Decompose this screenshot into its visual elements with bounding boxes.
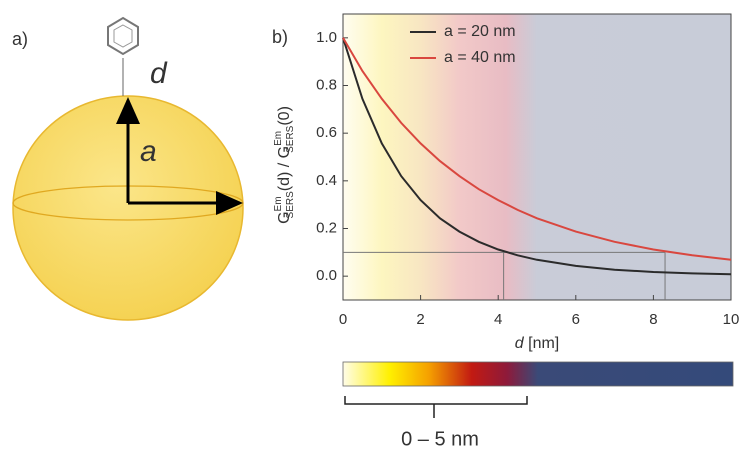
series-line — [342, 37, 732, 261]
range-bracket — [344, 396, 528, 418]
benzene — [107, 16, 139, 56]
y-axis-label: GEmSERS(d) / GEmSERS(0) — [273, 106, 296, 224]
benzene-ring — [113, 24, 133, 48]
y-label-part: G — [276, 211, 293, 223]
radius-label: a — [140, 135, 157, 168]
colorbar — [342, 361, 734, 387]
x-label-part: d — [515, 335, 525, 352]
sphere — [12, 95, 244, 321]
x-tick-label: 6 — [572, 311, 580, 328]
panel-a: a) d a — [12, 16, 244, 321]
y-tick-label: 0.2 — [316, 219, 337, 236]
panel-label: b) — [272, 27, 288, 47]
y-tick-label: 0.4 — [316, 172, 337, 189]
x-tick-label: 0 — [339, 311, 347, 328]
distance-label: d — [150, 57, 168, 90]
x-tick-label: 10 — [723, 311, 740, 328]
plot-background — [343, 14, 731, 300]
y-tick-label: 0.8 — [316, 76, 337, 93]
y-label-part: SERS — [285, 125, 296, 153]
y-tick-label: 0.0 — [316, 267, 337, 284]
legend-label: a = 40 nm — [444, 49, 516, 66]
y-tick-label: 0.6 — [316, 124, 337, 141]
legend-label: a = 20 nm — [444, 23, 516, 40]
x-tick-label: 2 — [416, 311, 424, 328]
panel-label: a) — [12, 29, 28, 49]
y-tick-label: 1.0 — [316, 29, 337, 46]
y-label-part: (0) — [276, 106, 293, 126]
x-axis-label: d [nm] — [515, 335, 559, 352]
series-line — [342, 37, 732, 276]
y-label-part: SERS — [285, 191, 296, 219]
y-label-part: Em — [273, 131, 284, 146]
panel-b: b) 0.0 0.2 0.4 0.6 0.8 1.0 0 2 4 6 8 10 a = 20 nm a =… — [272, 13, 740, 450]
x-label-part: [nm] — [524, 335, 560, 352]
y-label-part: Em — [273, 196, 284, 211]
y-label-part: (d) / G — [276, 146, 293, 191]
range-label: 0 – 5 nm — [401, 428, 479, 450]
x-tick-label: 4 — [494, 311, 502, 328]
x-tick-label: 8 — [649, 311, 657, 328]
plot-frame — [342, 13, 732, 301]
